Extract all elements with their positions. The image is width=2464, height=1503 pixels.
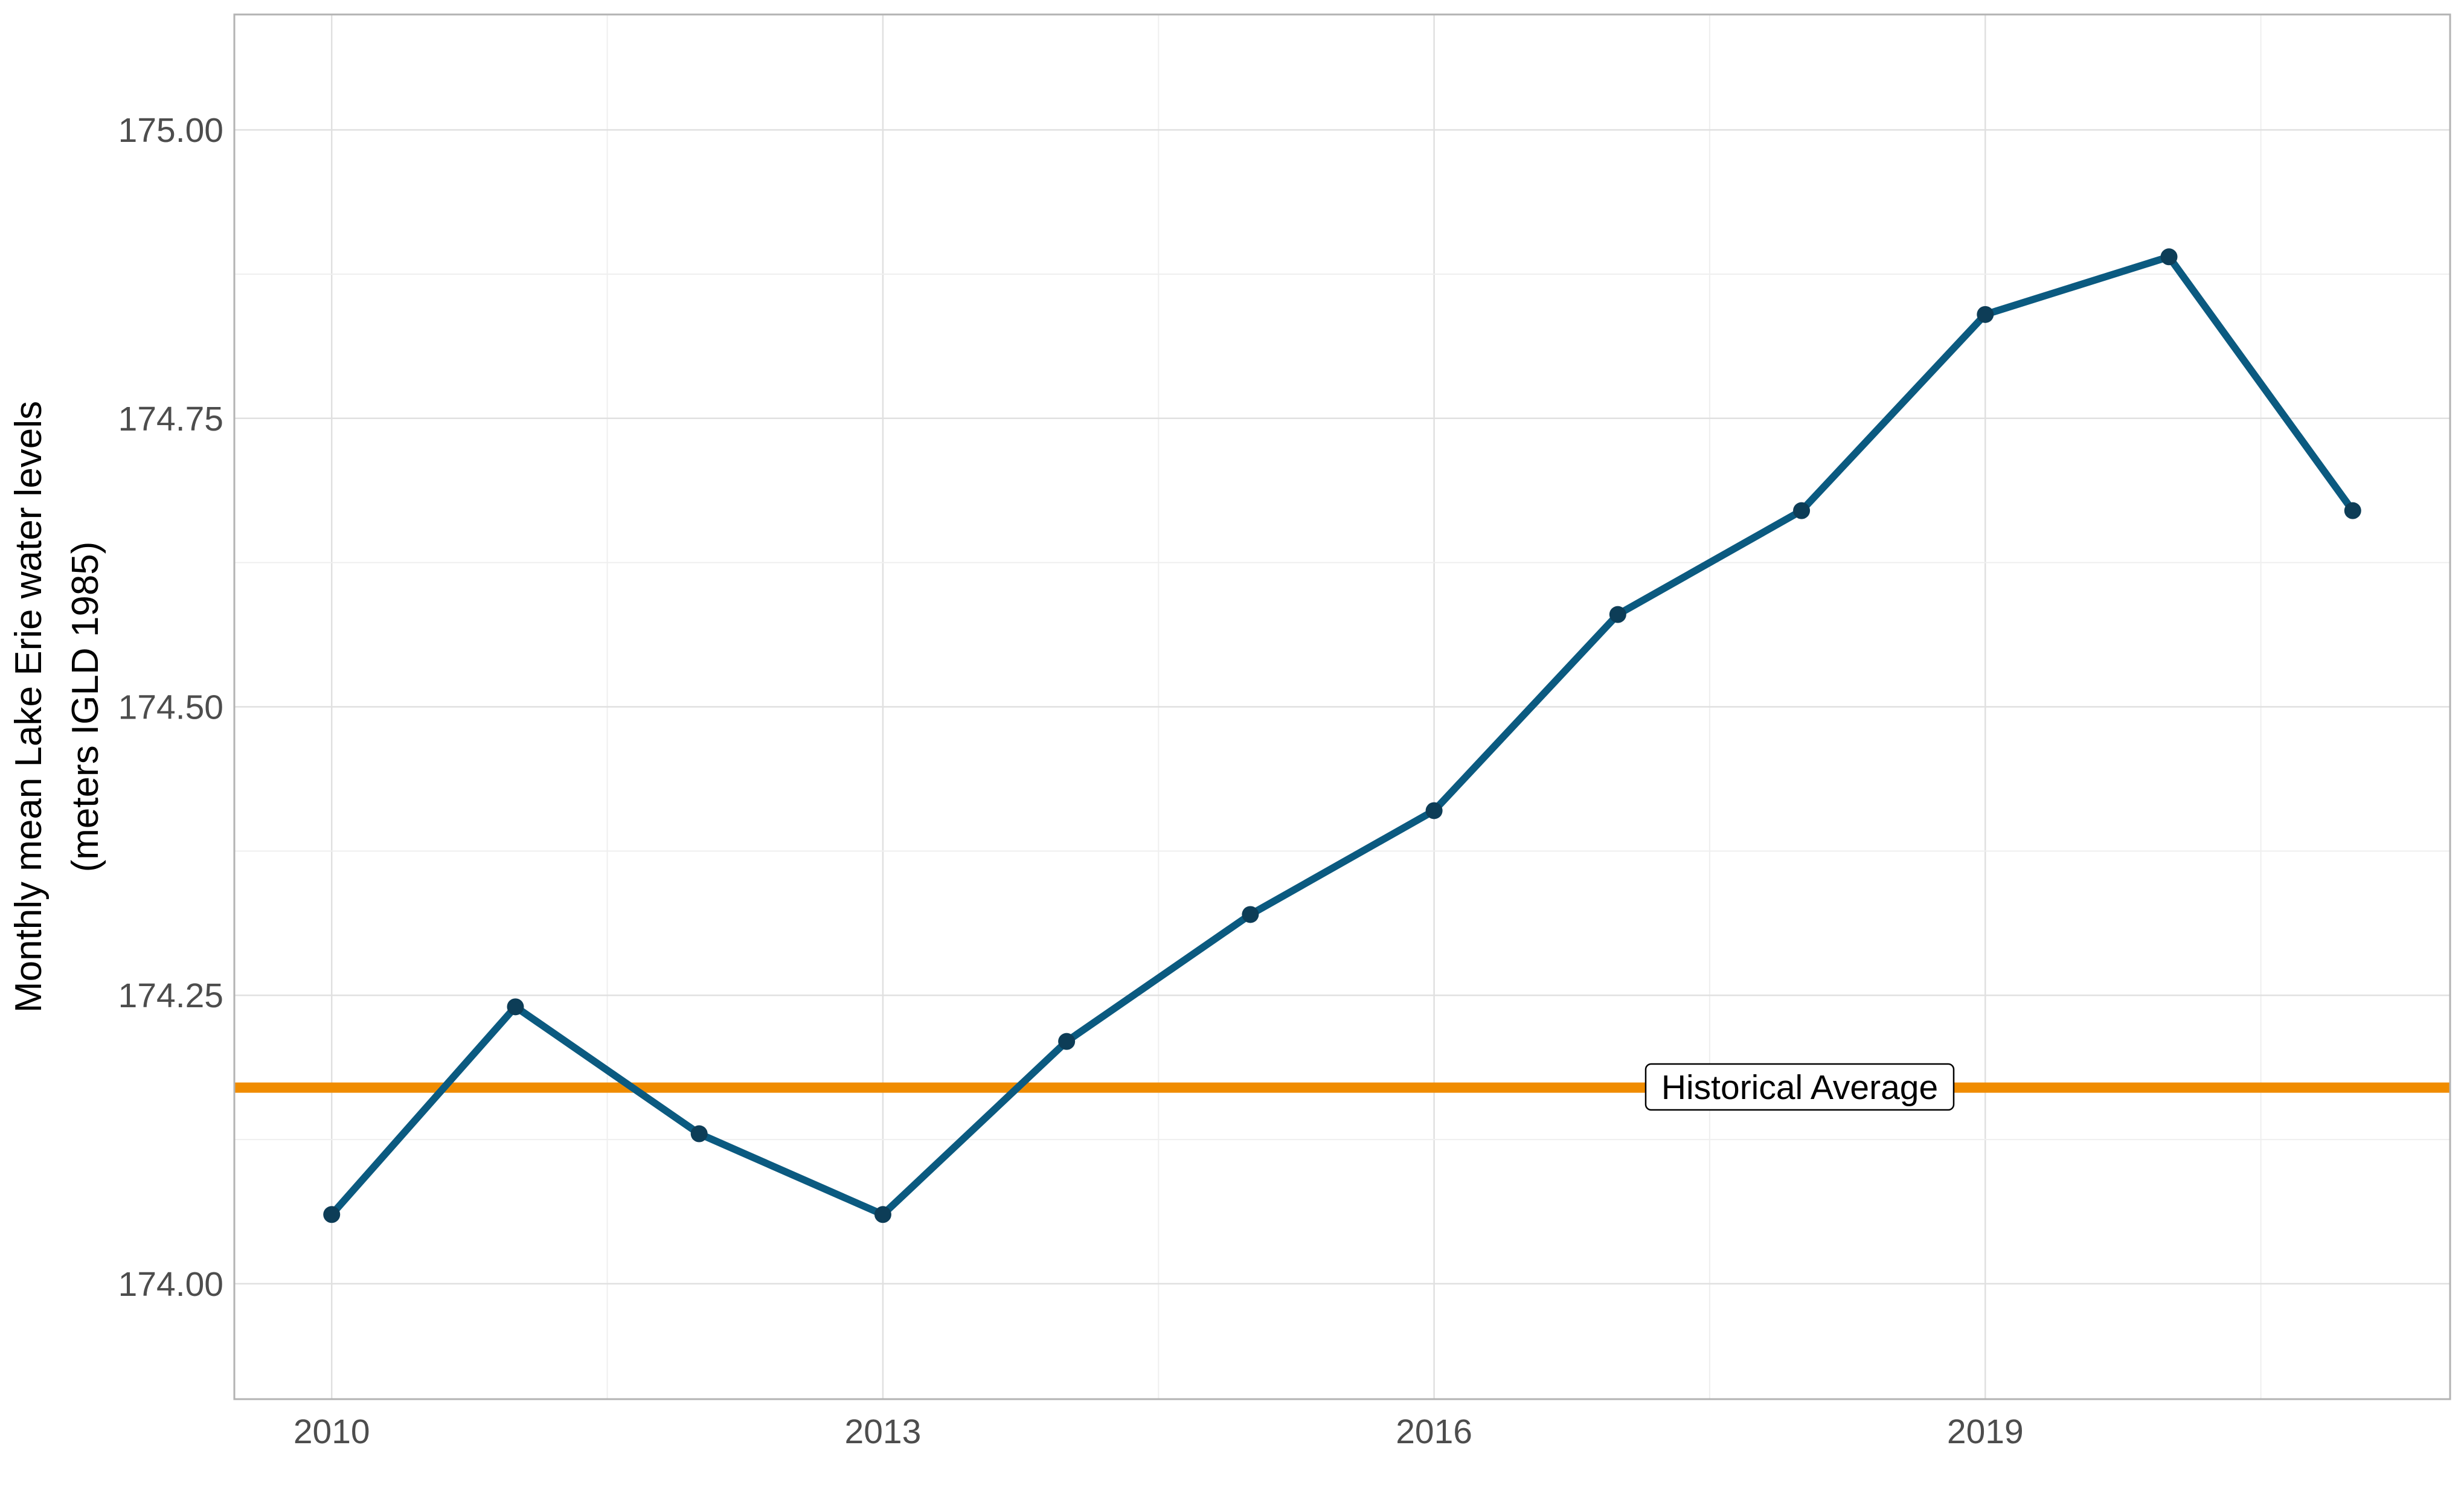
x-tick-label-2013: 2013 xyxy=(845,1412,922,1451)
data-point-2014 xyxy=(1058,1033,1076,1050)
y-tick-label-174.50: 174.50 xyxy=(118,688,223,727)
y-tick-label-174.25: 174.25 xyxy=(118,976,223,1015)
series-layer xyxy=(328,253,2357,1219)
data-point-2013 xyxy=(874,1206,891,1223)
grid-layer xyxy=(234,14,2450,1399)
data-point-2021 xyxy=(2344,502,2361,519)
x-tick-label-2019: 2019 xyxy=(1947,1412,2024,1451)
y-tick-label-175.00: 175.00 xyxy=(118,111,223,150)
x-tick-label-2016: 2016 xyxy=(1396,1412,1472,1451)
historical-average-label-box xyxy=(1644,1063,1955,1111)
y-tick-label-174.00: 174.00 xyxy=(118,1265,223,1304)
x-tick-label-2010: 2010 xyxy=(294,1412,370,1451)
data-point-2019 xyxy=(1977,306,1994,323)
y-tick-labels: 174.00 174.25 174.50 174.75 175.00 xyxy=(118,111,223,1304)
points-layer xyxy=(323,248,2361,1223)
x-tick-labels: 2010 2013 2016 2019 xyxy=(294,1412,2024,1451)
data-point-2010 xyxy=(323,1206,341,1223)
y-axis-title-line-1: Monthly mean Lake Erie water levels xyxy=(8,401,50,1013)
data-point-2017 xyxy=(1609,606,1626,623)
data-point-2015 xyxy=(1242,906,1259,923)
data-point-2018 xyxy=(1793,502,1811,519)
data-point-2011 xyxy=(507,998,524,1016)
annotation-layer: Historical Average xyxy=(1644,1063,1955,1111)
historical-average-label: Historical Average xyxy=(1661,1068,1938,1107)
data-point-2012 xyxy=(690,1125,708,1142)
data-point-2020 xyxy=(2160,248,2178,266)
y-axis-title-line-2: (meters IGLD 1985) xyxy=(65,542,106,873)
panel-border xyxy=(233,13,2451,1400)
data-point-2016 xyxy=(1425,802,1443,819)
series-line xyxy=(328,253,2357,1219)
y-tick-label-174.75: 174.75 xyxy=(118,400,223,438)
